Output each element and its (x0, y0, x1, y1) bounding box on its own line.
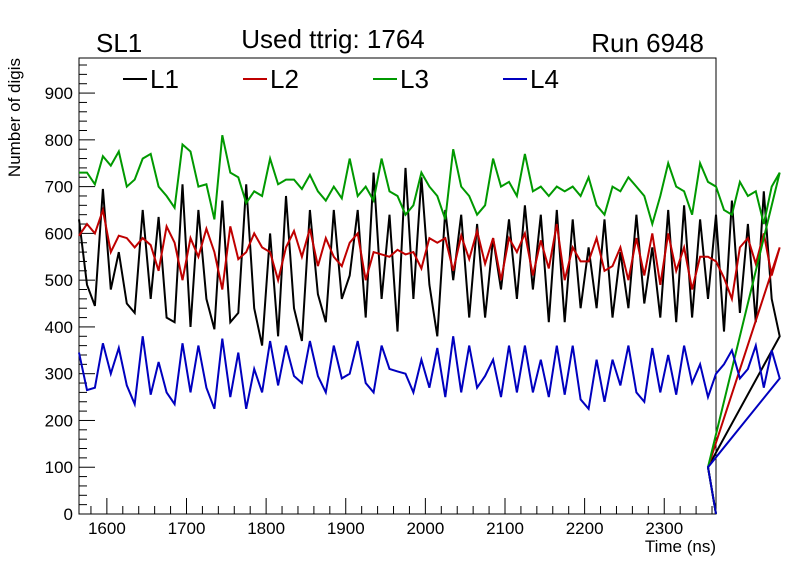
series-group (78, 134, 781, 515)
superlayer-label: SL1 (96, 28, 142, 58)
y-tick-label: 800 (45, 131, 73, 150)
series-line-l4 (78, 336, 781, 515)
y-tick-label: 600 (45, 224, 73, 243)
legend-label-l1: L1 (150, 64, 179, 94)
series-line-l2 (78, 206, 781, 515)
y-tick-label: 700 (45, 178, 73, 197)
y-axis-tick-labels: 0 100 200 300 400 500 600 700 800 900 (45, 84, 73, 524)
series-line-l1 (78, 167, 781, 515)
y-tick-label: 100 (45, 458, 73, 477)
y-tick-label: 300 (45, 365, 73, 384)
chart-title: Used ttrig: 1764 (241, 24, 425, 54)
legend-label-l4: L4 (530, 64, 559, 94)
y-tick-label: 0 (64, 505, 73, 524)
legend: L1 L2 L3 L4 (123, 64, 559, 94)
x-tick-label: 2300 (645, 519, 683, 538)
x-tick-label: 1800 (247, 519, 285, 538)
x-tick-label: 2200 (566, 519, 604, 538)
x-tick-label: 1600 (88, 519, 126, 538)
y-axis-ticks (79, 64, 95, 515)
y-axis-label: Number of digis (5, 58, 24, 177)
series-line-l3 (79, 134, 781, 515)
plot-frame (78, 57, 717, 515)
y-tick-label: 500 (45, 271, 73, 290)
y-tick-label: 400 (45, 318, 73, 337)
y-tick-label: 900 (45, 84, 73, 103)
legend-label-l3: L3 (400, 64, 429, 94)
x-tick-label: 1900 (327, 519, 365, 538)
x-tick-label: 1700 (168, 519, 206, 538)
x-tick-label: 2100 (486, 519, 524, 538)
x-axis-tick-labels: 1600 1700 1800 1900 2000 2100 2200 2300 (88, 519, 683, 538)
y-tick-label: 200 (45, 411, 73, 430)
x-axis-ticks (90, 498, 713, 514)
run-label: Run 6948 (591, 28, 704, 58)
x-tick-label: 2000 (406, 519, 444, 538)
x-axis-label: Time (ns) (645, 537, 716, 556)
legend-label-l2: L2 (270, 64, 299, 94)
